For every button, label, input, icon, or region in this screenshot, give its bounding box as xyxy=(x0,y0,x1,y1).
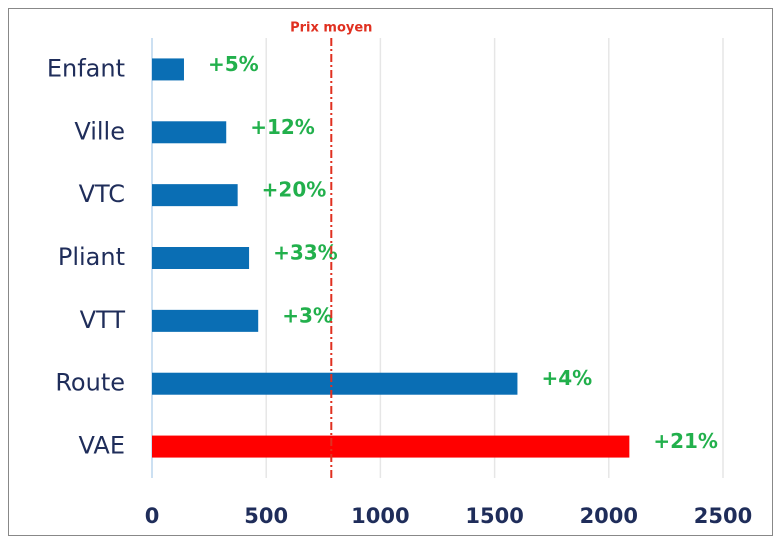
growth-label: +21% xyxy=(653,429,718,453)
bar xyxy=(152,58,184,81)
x-tick-label: 1000 xyxy=(351,504,409,528)
x-tick-label: 500 xyxy=(244,504,288,528)
reference-label: Prix moyen xyxy=(290,21,372,36)
growth-label: +3% xyxy=(282,303,333,327)
bar xyxy=(152,435,630,458)
bar xyxy=(152,121,227,144)
bar xyxy=(152,309,259,332)
growth-label: +12% xyxy=(250,115,315,139)
growth-label: +5% xyxy=(208,52,259,76)
growth-label: +20% xyxy=(262,178,327,202)
y-tick-label: VAE xyxy=(79,432,125,460)
x-tick-label: 1500 xyxy=(465,504,523,528)
growth-label: +33% xyxy=(273,241,338,265)
bar xyxy=(152,184,238,207)
bar xyxy=(152,372,518,395)
y-tick-label: VTC xyxy=(79,180,125,208)
bar xyxy=(152,247,250,269)
y-tick-label: Pliant xyxy=(58,243,125,271)
y-tick-label: Ville xyxy=(74,117,125,145)
x-tick-label: 2000 xyxy=(580,504,638,528)
x-tick-label: 2500 xyxy=(694,504,752,528)
growth-label: +4% xyxy=(541,366,592,390)
y-tick-label: VTT xyxy=(80,306,126,334)
y-tick-label: Route xyxy=(55,369,125,397)
y-tick-label: Enfant xyxy=(47,54,125,82)
x-tick-label: 0 xyxy=(145,504,160,528)
